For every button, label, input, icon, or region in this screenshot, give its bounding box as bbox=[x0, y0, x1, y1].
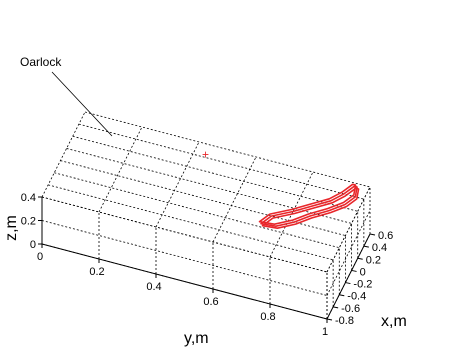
x-tick-mark bbox=[326, 318, 333, 321]
grid-line-front-z bbox=[41, 196, 328, 273]
y-axis-label: y,m bbox=[184, 330, 209, 347]
grid-line-top-y bbox=[155, 141, 200, 228]
x-tick-label: 0 bbox=[360, 266, 366, 278]
x-tick-mark bbox=[333, 306, 339, 309]
x-tick-mark bbox=[345, 282, 351, 285]
x-tick-label: 0.2 bbox=[366, 254, 381, 266]
x-tick-mark bbox=[369, 233, 376, 236]
tick-labels: 00.20.40.60.81-0.8-0.6-0.4-0.200.20.40.6… bbox=[21, 192, 394, 338]
y-tick-label: 0.6 bbox=[203, 296, 218, 308]
series-line-0-pass-0 bbox=[260, 185, 358, 227]
y-tick-label: 0.8 bbox=[260, 311, 275, 323]
y-tick-label: 1 bbox=[322, 326, 328, 338]
z-tick-label: 0.2 bbox=[21, 216, 36, 228]
x-tick-label: -0.2 bbox=[353, 279, 372, 291]
grid-line-top-x bbox=[72, 135, 358, 212]
grid-line-top-y bbox=[41, 111, 86, 198]
oarlock-annotation-label: Oarlock bbox=[20, 55, 62, 69]
z-axis-label: z,m bbox=[3, 215, 20, 241]
x-tick-mark bbox=[351, 269, 357, 272]
series-line-0-pass-1 bbox=[261, 187, 360, 229]
y-tick-label: 0.2 bbox=[89, 266, 104, 278]
grid-line-top-x bbox=[78, 123, 364, 200]
x-tick-label: 0.6 bbox=[378, 230, 393, 242]
grid-line-top-x bbox=[54, 172, 340, 249]
x-tick-mark bbox=[357, 257, 363, 260]
x-tick-label: -0.4 bbox=[347, 291, 366, 303]
grid-line-front-z bbox=[41, 220, 328, 296]
x-tick-mark bbox=[339, 294, 345, 297]
y-tick-label: 0 bbox=[37, 251, 43, 263]
x-tick-mark bbox=[363, 245, 369, 248]
grid-line-top-x bbox=[84, 111, 371, 188]
grid-line-top-x bbox=[66, 148, 352, 224]
grid-line-top-y bbox=[98, 126, 143, 213]
z-tick-label: 0.4 bbox=[21, 192, 36, 204]
y-axis-line bbox=[41, 243, 328, 320]
series-layer bbox=[258, 183, 360, 229]
x-axis-label: x,m bbox=[381, 313, 407, 330]
z-tick-label: 0 bbox=[30, 239, 36, 251]
y-tick-label: 0.4 bbox=[146, 281, 161, 293]
series-line-0-pass-2 bbox=[258, 183, 357, 225]
grid-line-top-x bbox=[48, 184, 334, 261]
grid-line-top-x bbox=[60, 160, 346, 236]
oarlock-marker: + bbox=[202, 148, 209, 162]
annotation-layer: Oarlock + bbox=[20, 55, 209, 162]
x-tick-label: -0.6 bbox=[341, 303, 360, 315]
x-axis-line bbox=[326, 233, 371, 320]
oarlock-leader-line bbox=[51, 71, 113, 137]
x-tick-label: -0.8 bbox=[335, 315, 354, 327]
grid-line-top-y bbox=[212, 156, 257, 243]
x-tick-label: 0.4 bbox=[372, 242, 387, 254]
